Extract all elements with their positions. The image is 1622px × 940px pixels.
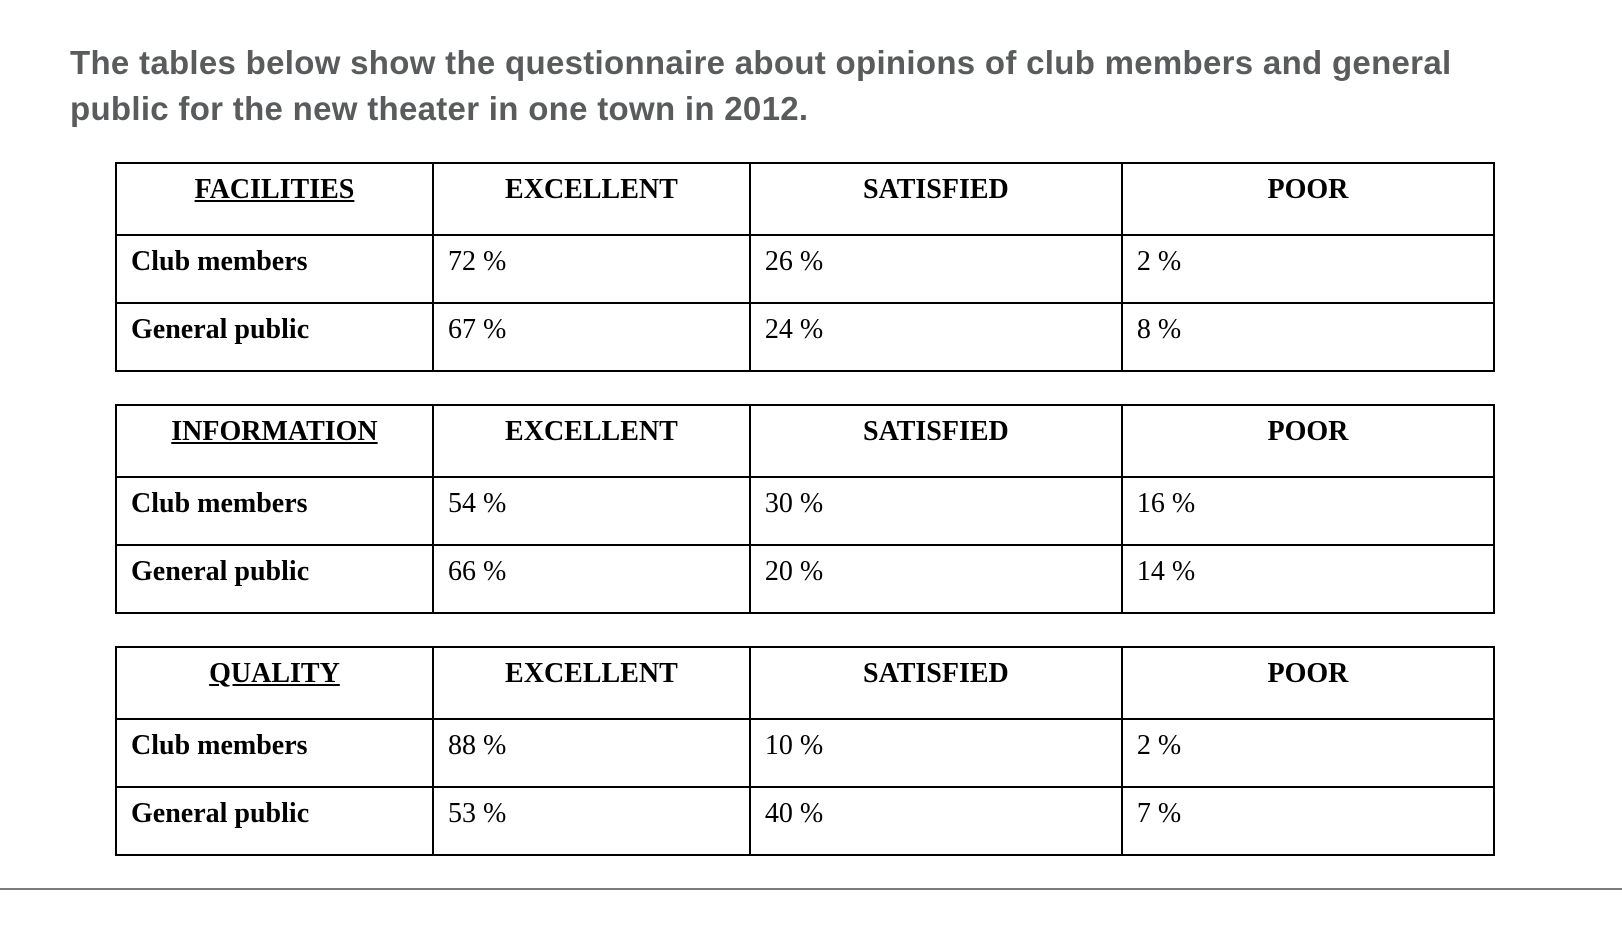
table-header-row: FACILITIES EXCELLENT SATISFIED POOR bbox=[116, 163, 1494, 235]
intro-text: The tables below show the questionnaire … bbox=[70, 40, 1500, 132]
col-header-satisfied: SATISFIED bbox=[750, 405, 1122, 477]
cell-value: 53 % bbox=[433, 787, 750, 855]
divider-line bbox=[0, 888, 1622, 890]
row-label: General public bbox=[116, 545, 433, 613]
cell-value: 16 % bbox=[1122, 477, 1494, 545]
cell-value: 88 % bbox=[433, 719, 750, 787]
cell-value: 54 % bbox=[433, 477, 750, 545]
cell-value: 10 % bbox=[750, 719, 1122, 787]
cell-value: 14 % bbox=[1122, 545, 1494, 613]
col-header-satisfied: SATISFIED bbox=[750, 647, 1122, 719]
cell-value: 67 % bbox=[433, 303, 750, 371]
table-header-row: QUALITY EXCELLENT SATISFIED POOR bbox=[116, 647, 1494, 719]
table-row: Club members 54 % 30 % 16 % bbox=[116, 477, 1494, 545]
table-facilities: FACILITIES EXCELLENT SATISFIED POOR Club… bbox=[115, 162, 1495, 372]
col-header-poor: POOR bbox=[1122, 163, 1494, 235]
cell-value: 66 % bbox=[433, 545, 750, 613]
category-header: INFORMATION bbox=[116, 405, 433, 477]
cell-value: 8 % bbox=[1122, 303, 1494, 371]
cell-value: 40 % bbox=[750, 787, 1122, 855]
cell-value: 20 % bbox=[750, 545, 1122, 613]
tables-container: FACILITIES EXCELLENT SATISFIED POOR Club… bbox=[115, 162, 1495, 856]
col-header-satisfied: SATISFIED bbox=[750, 163, 1122, 235]
cell-value: 2 % bbox=[1122, 235, 1494, 303]
category-header: FACILITIES bbox=[116, 163, 433, 235]
category-header: QUALITY bbox=[116, 647, 433, 719]
col-header-poor: POOR bbox=[1122, 405, 1494, 477]
cell-value: 30 % bbox=[750, 477, 1122, 545]
col-header-poor: POOR bbox=[1122, 647, 1494, 719]
table-row: Club members 88 % 10 % 2 % bbox=[116, 719, 1494, 787]
row-label: Club members bbox=[116, 235, 433, 303]
table-row: General public 67 % 24 % 8 % bbox=[116, 303, 1494, 371]
table-row: General public 53 % 40 % 7 % bbox=[116, 787, 1494, 855]
cell-value: 26 % bbox=[750, 235, 1122, 303]
row-label: Club members bbox=[116, 477, 433, 545]
table-quality: QUALITY EXCELLENT SATISFIED POOR Club me… bbox=[115, 646, 1495, 856]
row-label: General public bbox=[116, 303, 433, 371]
row-label: General public bbox=[116, 787, 433, 855]
col-header-excellent: EXCELLENT bbox=[433, 647, 750, 719]
cell-value: 72 % bbox=[433, 235, 750, 303]
cell-value: 2 % bbox=[1122, 719, 1494, 787]
table-row: Club members 72 % 26 % 2 % bbox=[116, 235, 1494, 303]
table-header-row: INFORMATION EXCELLENT SATISFIED POOR bbox=[116, 405, 1494, 477]
cell-value: 7 % bbox=[1122, 787, 1494, 855]
table-row: General public 66 % 20 % 14 % bbox=[116, 545, 1494, 613]
table-information: INFORMATION EXCELLENT SATISFIED POOR Clu… bbox=[115, 404, 1495, 614]
col-header-excellent: EXCELLENT bbox=[433, 163, 750, 235]
cell-value: 24 % bbox=[750, 303, 1122, 371]
col-header-excellent: EXCELLENT bbox=[433, 405, 750, 477]
row-label: Club members bbox=[116, 719, 433, 787]
